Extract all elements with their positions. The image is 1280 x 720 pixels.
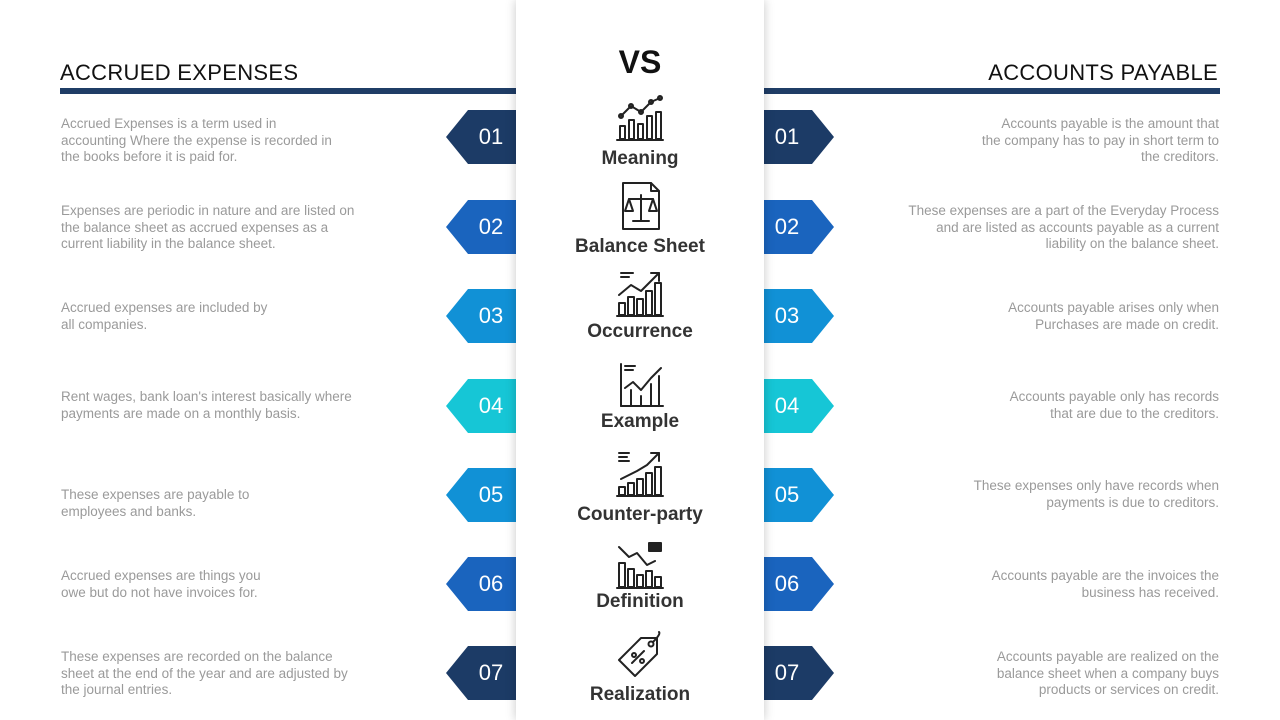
line-chart-icon [615,360,665,410]
right-tag-02: 02 [762,200,834,254]
right-description-05: These expenses only have records when pa… [973,478,1219,510]
left-description-06: Accrued expenses are things you owe but … [61,568,261,600]
topic-definition: Definition [596,591,684,612]
topic-example: Example [600,411,680,432]
right-tag-05: 05 [762,468,834,522]
right-description-03: Accounts payable arises only when Purcha… [1008,300,1219,332]
tag-number: 03 [774,303,800,328]
scales-document-icon [615,181,665,231]
bar-chart-trend-icon [615,269,665,319]
tag-number: 06 [478,571,504,596]
tag-number: 06 [774,571,800,596]
right-description-07: Accounts payable are realized on the bal… [996,649,1219,697]
center-panel: VS Meaning Balance Sheet Occurrence [516,0,764,720]
rising-arrow-chart-icon [615,449,665,499]
chart-growth-icon [615,94,665,144]
left-tag-03: 03 [446,289,518,343]
right-description-06: Accounts payable are the invoices the bu… [991,568,1219,600]
tag-number: 04 [478,393,504,418]
vs-label: VS [618,44,662,80]
tag-number: 04 [774,393,800,418]
price-tag-icon [615,630,665,680]
topic-realization: Realization [589,684,691,705]
falling-chart-icon [615,541,665,591]
tag-number: 05 [774,482,800,507]
right-description-04: Accounts payable only has records that a… [1009,389,1219,421]
left-tag-02: 02 [446,200,518,254]
tag-number: 03 [478,303,504,328]
tag-number: 07 [774,660,800,685]
topic-counter-party: Counter-party [577,504,703,525]
tag-number: 02 [478,214,504,239]
topic-occurrence: Occurrence [587,321,693,342]
left-description-05: These expenses are payable to employees … [61,487,250,519]
tag-number: 01 [478,124,504,149]
tag-number: 05 [478,482,504,507]
right-heading: ACCOUNTS PAYABLE [988,60,1218,85]
left-description-01: Accrued Expenses is a term used in accou… [61,116,332,164]
topic-balance-sheet: Balance Sheet [575,236,705,257]
tag-number: 02 [774,214,800,239]
left-description-07: These expenses are recorded on the balan… [61,649,348,697]
right-tag-06: 06 [762,557,834,611]
right-heading-rule [763,88,1220,94]
tag-number: 07 [478,660,504,685]
left-description-02: Expenses are periodic in nature and are … [61,203,355,251]
tag-number: 01 [774,124,800,149]
left-description-04: Rent wages, bank loan's interest basical… [61,389,352,421]
topic-meaning: Meaning [601,148,679,169]
right-tag-01: 01 [762,110,834,164]
right-tag-04: 04 [762,379,834,433]
left-heading-rule [60,88,518,94]
right-tag-03: 03 [762,289,834,343]
left-tag-06: 06 [446,557,518,611]
left-tag-04: 04 [446,379,518,433]
left-tag-05: 05 [446,468,518,522]
left-tag-01: 01 [446,110,518,164]
right-tag-07: 07 [762,646,834,700]
left-tag-07: 07 [446,646,518,700]
right-description-01: Accounts payable is the amount that the … [981,116,1219,164]
left-description-03: Accrued expenses are included by all com… [61,300,268,332]
left-heading: ACCRUED EXPENSES [60,60,299,85]
right-description-02: These expenses are a part of the Everyda… [908,203,1219,251]
